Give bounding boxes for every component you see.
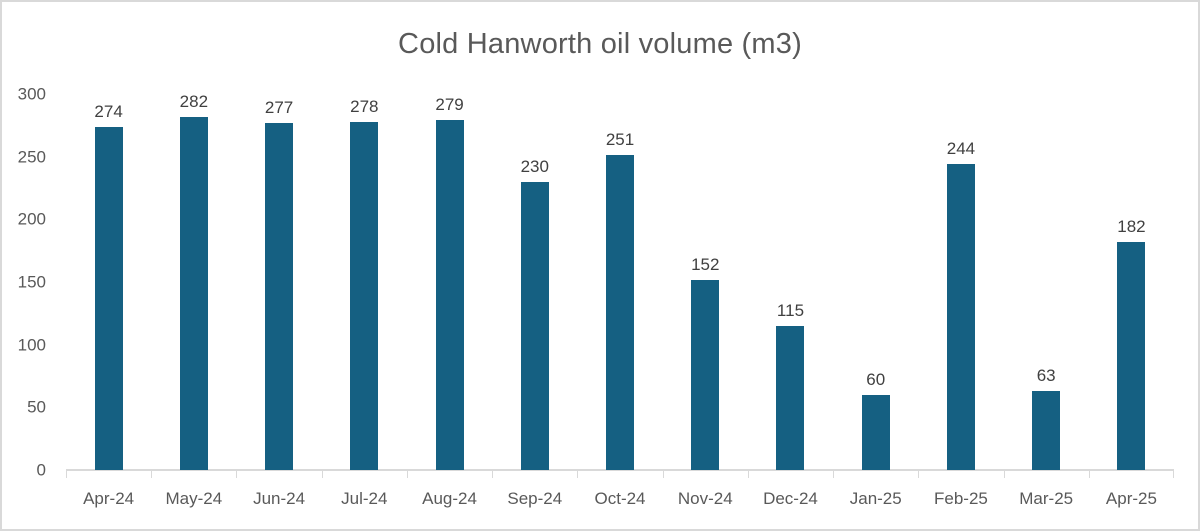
bar bbox=[776, 325, 805, 470]
bar-value-label: 278 bbox=[350, 96, 379, 116]
bar-cell: 279 Aug-24 bbox=[407, 94, 492, 508]
x-axis-tick-mark bbox=[1088, 470, 1090, 478]
bar bbox=[265, 122, 294, 470]
bar bbox=[606, 155, 635, 470]
bar-cell: 274 Apr-24 bbox=[66, 94, 151, 508]
x-axis-tick-label: Jan-25 bbox=[849, 489, 902, 508]
bar bbox=[1032, 391, 1061, 470]
bar-cell: 230 Sep-24 bbox=[492, 94, 577, 508]
x-axis-tick-label: Oct-24 bbox=[594, 489, 646, 508]
bar bbox=[350, 121, 379, 470]
x-axis-tick-label: May-24 bbox=[165, 489, 223, 508]
bar-value-label: 279 bbox=[435, 95, 464, 115]
x-axis-tick-label: Sep-24 bbox=[507, 489, 563, 508]
x-axis-tick-mark bbox=[492, 470, 494, 478]
bar-value-label: 251 bbox=[605, 130, 635, 150]
bar-value-label: 182 bbox=[1117, 216, 1146, 236]
bar bbox=[691, 279, 720, 470]
x-axis-tick-label: Apr-24 bbox=[83, 489, 135, 508]
x-axis-ticks bbox=[66, 470, 1174, 478]
x-axis-tick-mark bbox=[918, 470, 920, 478]
x-axis-tick-mark bbox=[1173, 470, 1174, 478]
bar-cell: 278 Jul-24 bbox=[322, 94, 407, 508]
x-axis-tick-label: Mar-25 bbox=[1019, 489, 1074, 508]
x-axis-tick-label: Nov-24 bbox=[677, 489, 733, 508]
bar-value-label: 274 bbox=[94, 101, 123, 121]
bar-cell: 152 Nov-24 bbox=[663, 94, 748, 509]
bar-value-label: 230 bbox=[520, 156, 549, 176]
x-axis-tick-mark bbox=[747, 470, 749, 478]
x-axis-tick-mark bbox=[66, 470, 67, 478]
bar-value-label: 282 bbox=[179, 91, 209, 111]
bar bbox=[94, 126, 123, 470]
y-axis-tick-label: 150 bbox=[17, 272, 46, 292]
x-axis-tick-label: Apr-25 bbox=[1105, 489, 1157, 508]
x-axis-tick-mark bbox=[151, 470, 153, 478]
x-axis-tick-label: Dec-24 bbox=[763, 489, 818, 508]
x-axis-tick-mark bbox=[577, 470, 579, 478]
bar-value-label: 115 bbox=[776, 300, 805, 320]
x-axis-tick-mark bbox=[833, 470, 835, 478]
bar-value-label: 277 bbox=[264, 97, 294, 117]
bar bbox=[861, 394, 890, 470]
bar bbox=[520, 181, 549, 470]
bar bbox=[435, 120, 464, 470]
bar-value-label: 63 bbox=[1036, 366, 1056, 386]
bar-cell: 182 Apr-25 bbox=[1089, 94, 1174, 508]
bar-cell: 63 Mar-25 bbox=[1004, 94, 1089, 508]
x-axis-tick-label: Jun-24 bbox=[253, 489, 306, 508]
bar-cell: 60 Jan-25 bbox=[833, 94, 918, 508]
x-axis-tick-mark bbox=[321, 470, 323, 478]
x-axis-line bbox=[66, 469, 1174, 471]
y-axis-tick-label: 50 bbox=[27, 397, 46, 417]
y-axis-tick-label: 100 bbox=[17, 335, 46, 355]
x-axis-tick-label: Jul-24 bbox=[341, 489, 388, 508]
bar-cell: 282 May-24 bbox=[151, 91, 236, 508]
x-axis-tick-label: Aug-24 bbox=[422, 489, 477, 508]
bar bbox=[179, 116, 208, 470]
y-axis: 0 50 100 150 200 250 300 bbox=[2, 86, 46, 479]
x-axis-tick-mark bbox=[662, 470, 664, 478]
chart-title: Cold Hanworth oil volume (m3) bbox=[398, 28, 802, 60]
bar-cell: 244 Feb-25 bbox=[918, 94, 1003, 508]
bar-value-label: 244 bbox=[946, 139, 976, 159]
plot-area: 274 Apr-24 282 May-24 277 Jun-24 278 Jul-24 279 A… bbox=[66, 91, 1174, 509]
y-axis-tick-label: 0 bbox=[36, 460, 46, 480]
bar-cell: 115 Dec-24 bbox=[748, 94, 833, 508]
x-axis-tick-mark bbox=[406, 470, 408, 478]
bars-group: 274 Apr-24 282 May-24 277 Jun-24 278 Jul-24 279 A… bbox=[66, 91, 1174, 509]
bar bbox=[946, 164, 975, 470]
bar bbox=[1117, 241, 1146, 470]
bar-cell: 277 Jun-24 bbox=[236, 94, 321, 508]
bar-value-label: 60 bbox=[866, 369, 886, 389]
x-axis-tick-mark bbox=[1003, 470, 1005, 478]
y-axis-tick-label: 300 bbox=[17, 84, 46, 104]
x-axis-tick-mark bbox=[236, 470, 238, 478]
bar-value-label: 152 bbox=[691, 254, 720, 274]
y-axis-tick-label: 200 bbox=[17, 209, 46, 229]
y-axis-tick-label: 250 bbox=[17, 147, 46, 167]
bar-cell: 251 Oct-24 bbox=[577, 94, 662, 508]
x-axis-tick-label: Feb-25 bbox=[934, 489, 988, 508]
